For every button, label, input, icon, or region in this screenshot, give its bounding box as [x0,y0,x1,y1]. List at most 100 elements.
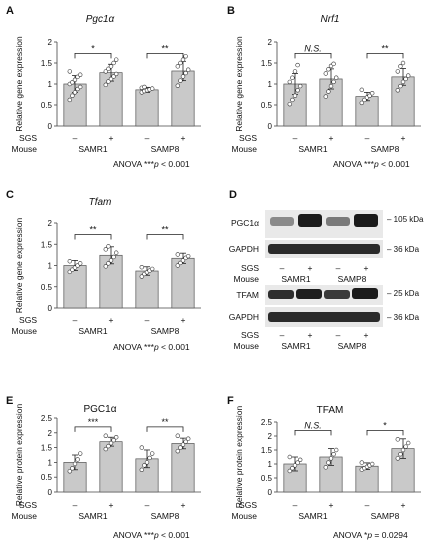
data-point [111,254,116,260]
blot2-sgs-3: – [336,330,341,340]
data-point [287,101,292,107]
y-tick-label: 2.5 [261,418,273,427]
sgs-value: – [73,315,78,325]
data-point [72,90,78,95]
data-point [403,76,408,82]
data-point [113,435,119,440]
data-point [108,76,114,82]
sgs-value: + [109,315,114,325]
data-point [370,461,375,467]
data-point [111,60,116,66]
data-point [178,445,183,450]
data-point [178,60,183,66]
significance-bracket [294,52,332,59]
data-point [362,97,367,103]
data-point [108,258,114,263]
data-point [77,261,83,266]
blot2-marker-1: – 25 kDa [387,289,420,298]
group-label: SAMP8 [151,144,180,154]
panel-label: F [227,395,234,407]
data-point [331,79,336,85]
data-point [67,259,73,264]
blot1-sgs-1: – [280,263,285,273]
y-tick-label: 0.5 [261,101,273,110]
band [326,217,350,226]
chart-b: B Nrf1 0 0.5 1 1.5 2 Relative gene expression N.… [227,5,421,169]
y-tick-label: 2 [268,432,273,441]
data-point [144,460,150,465]
sgs-row-label: SGS [19,133,37,143]
blot1-group-2: SAMP8 [338,274,367,284]
y-axis-label: Relative gene expression [14,36,24,132]
data-point [328,83,334,89]
data-point [142,84,147,90]
y-axis-label: Relative gene expression [14,218,24,314]
sgs-value: + [181,500,186,510]
y-tick-label: 0.5 [41,283,53,292]
data-point [298,83,303,89]
mouse-row-label: Mouse [11,511,37,521]
data-point [113,71,119,77]
gapdh-band [268,312,380,322]
band [352,288,378,299]
data-point [106,79,111,84]
sgs-value: + [181,133,186,143]
data-point [334,75,339,80]
y-tick-label: 0.5 [41,473,53,482]
bar [355,465,379,493]
data-point [186,67,191,72]
band [268,290,294,299]
data-point [113,250,119,255]
panel-label: A [6,5,14,17]
chart-c: C Tfam 0 0.5 1 1.5 2 Relative gene expression **… [6,189,201,352]
data-point [395,88,400,93]
y-tick-label: 1.5 [261,59,273,68]
group-label: SAMP8 [371,144,400,154]
blot1-sgs-label: SGS [241,263,259,273]
data-point [67,69,73,74]
data-point [77,84,83,90]
data-point [295,460,300,465]
western-blot-panel: D PGC1α GAPDH – 105 kDa – 36 kDa SGS Mou… [229,189,424,351]
data-point [147,455,152,461]
group-label: SAMR1 [298,144,328,154]
sgs-value: + [329,133,334,143]
y-tick-label: 2.5 [41,414,53,423]
sgs-row-label: SGS [19,315,37,325]
data-point [359,100,364,106]
group-label: SAMP8 [151,326,180,336]
significance-bracket [366,52,404,59]
sgs-value: – [293,133,298,143]
data-point [186,436,191,441]
data-point [103,433,109,438]
y-tick-label: 1.5 [41,59,53,68]
data-point [77,451,83,456]
mouse-row-label: Mouse [231,511,257,521]
data-point [334,447,339,453]
data-point [183,439,188,444]
blot1-marker-1: – 105 kDa [387,215,424,224]
chart-title: Pgc1α [86,14,115,25]
significance-bracket [366,430,404,436]
data-point [175,448,181,454]
significance-label: ** [161,43,169,53]
data-point [290,75,295,80]
blot2-sgs-4: + [364,330,369,340]
significance-label: ** [89,224,97,234]
gapdh-band [268,244,380,254]
data-point [175,263,181,268]
data-point [139,274,145,279]
anova-note: ANOVA *p = 0.0294 [333,530,408,540]
bar [171,443,195,493]
data-point [75,457,80,462]
significance-label: ** [161,224,169,234]
data-point [106,261,111,266]
data-point [150,86,155,91]
sgs-value: + [109,133,114,143]
data-point [180,258,186,263]
data-point [70,93,75,98]
blot2-bands [268,288,380,322]
panel-label: C [6,189,14,201]
group-label: SAMR1 [298,511,328,521]
data-point [298,457,303,462]
